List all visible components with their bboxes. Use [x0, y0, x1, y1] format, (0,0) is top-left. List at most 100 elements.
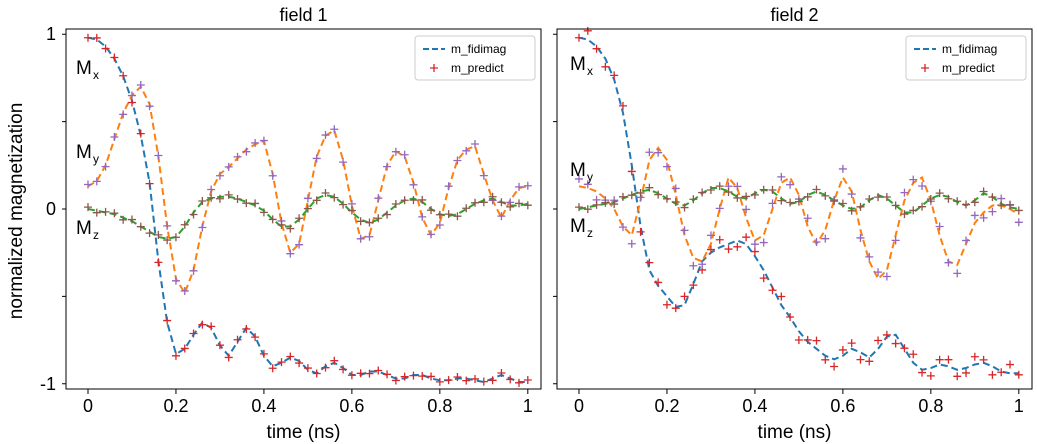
prediction-marker-mz: [636, 188, 645, 197]
prediction-marker-mx: [242, 324, 251, 333]
prediction-marker-my: [918, 182, 927, 191]
prediction-marker-mx: [303, 364, 312, 373]
prediction-marker-mz: [618, 192, 627, 201]
prediction-marker-my: [180, 286, 189, 295]
prediction-marker-my: [145, 102, 154, 111]
prediction-marker-mx: [838, 345, 847, 354]
prediction-marker-my: [365, 232, 374, 241]
prediction-marker-my: [777, 172, 786, 181]
prediction-marker-mx: [189, 329, 198, 338]
series-line-mz: [578, 187, 1019, 214]
prediction-marker-my: [374, 194, 383, 203]
prediction-marker-mz: [574, 203, 583, 212]
prediction-marker-mx: [574, 33, 583, 42]
prediction-marker-mx: [962, 368, 971, 377]
prediction-marker-my: [962, 236, 971, 245]
prediction-marker-mz: [224, 190, 233, 199]
component-label-sub-mz: z: [587, 226, 593, 240]
prediction-marker-mx: [215, 341, 224, 350]
prediction-marker-my: [224, 162, 233, 171]
prediction-marker-my: [259, 136, 268, 145]
x-tick-label: 0.2: [163, 396, 188, 416]
prediction-marker-mz: [154, 230, 163, 239]
prediction-marker-mz: [627, 191, 636, 200]
prediction-marker-mx: [988, 370, 997, 379]
prediction-marker-mx: [488, 376, 497, 385]
prediction-marker-mx: [874, 336, 883, 345]
prediction-marker-my: [303, 194, 312, 203]
prediction-marker-mx: [742, 233, 751, 242]
prediction-marker-mz: [506, 202, 515, 211]
prediction-marker-my: [671, 184, 680, 193]
prediction-marker-my: [391, 147, 400, 156]
x-tick-label: 0.4: [742, 396, 767, 416]
prediction-marker-mx: [882, 330, 891, 339]
prediction-marker-mz: [356, 217, 365, 226]
prediction-marker-mx: [479, 377, 488, 386]
prediction-marker-mx: [900, 344, 909, 353]
prediction-marker-mx: [583, 26, 592, 35]
prediction-marker-my: [242, 147, 251, 156]
prediction-marker-my: [865, 252, 874, 261]
prediction-marker-mx: [645, 258, 654, 267]
prediction-marker-mz: [812, 185, 821, 194]
prediction-marker-my: [953, 269, 962, 278]
legend-label-predict: m_predict: [451, 61, 504, 75]
prediction-marker-mx: [997, 368, 1006, 377]
prediction-marker-mx: [506, 375, 515, 384]
prediction-marker-mz: [409, 196, 418, 205]
prediction-marker-my: [706, 231, 715, 240]
prediction-marker-mz: [847, 206, 856, 215]
prediction-marker-my: [427, 230, 436, 239]
prediction-marker-my: [1014, 218, 1023, 227]
prediction-marker-mz: [453, 212, 462, 221]
series-line-my: [87, 85, 528, 296]
prediction-marker-mx: [110, 53, 119, 62]
prediction-marker-my: [330, 125, 339, 134]
y-tick-label: 0: [46, 199, 56, 219]
prediction-marker-my: [83, 180, 92, 189]
prediction-marker-mx: [926, 371, 935, 380]
prediction-marker-my: [645, 148, 654, 157]
prediction-marker-mx: [627, 167, 636, 176]
prediction-marker-mx: [409, 371, 418, 380]
prediction-marker-mx: [101, 44, 110, 53]
x-axis-label: time (ns): [267, 422, 341, 443]
prediction-marker-mx: [523, 376, 532, 385]
x-tick-label: 0: [83, 396, 93, 416]
component-label-mx: M: [76, 58, 92, 79]
prediction-marker-my: [409, 180, 418, 189]
prediction-marker-mx: [812, 336, 821, 345]
legend-label-fidimag: m_fidimag: [451, 42, 506, 56]
prediction-marker-mz: [988, 193, 997, 202]
prediction-marker-mx: [154, 258, 163, 267]
prediction-marker-my: [286, 249, 295, 258]
prediction-marker-my: [515, 182, 524, 191]
legend: m_fidimag m_predict: [414, 35, 536, 81]
prediction-marker-mx: [435, 377, 444, 386]
prediction-marker-mx: [444, 376, 453, 385]
prediction-marker-mx: [391, 376, 400, 385]
prediction-marker-mx: [145, 179, 154, 188]
prediction-marker-mx: [207, 322, 216, 331]
prediction-marker-my: [497, 212, 506, 221]
prediction-marker-mx: [180, 344, 189, 353]
prediction-marker-mz: [662, 194, 671, 203]
prediction-marker-mx: [365, 369, 374, 378]
component-label-sub-my: y: [93, 152, 99, 166]
prediction-marker-mz: [163, 236, 172, 245]
prediction-marker-mx: [462, 376, 471, 385]
prediction-marker-mx: [471, 374, 480, 383]
prediction-marker-mz: [610, 200, 619, 209]
prediction-marker-mz: [383, 210, 392, 219]
legend-label-fidimag: m_fidimag: [942, 42, 997, 56]
prediction-marker-mz: [83, 203, 92, 212]
prediction-marker-my: [680, 226, 689, 235]
x-tick-label: 0.4: [251, 396, 276, 416]
prediction-marker-mx: [136, 129, 145, 138]
prediction-marker-mx: [233, 335, 242, 344]
prediction-marker-my: [742, 205, 751, 214]
prediction-marker-mz: [365, 218, 374, 227]
prediction-marker-my: [198, 223, 207, 232]
